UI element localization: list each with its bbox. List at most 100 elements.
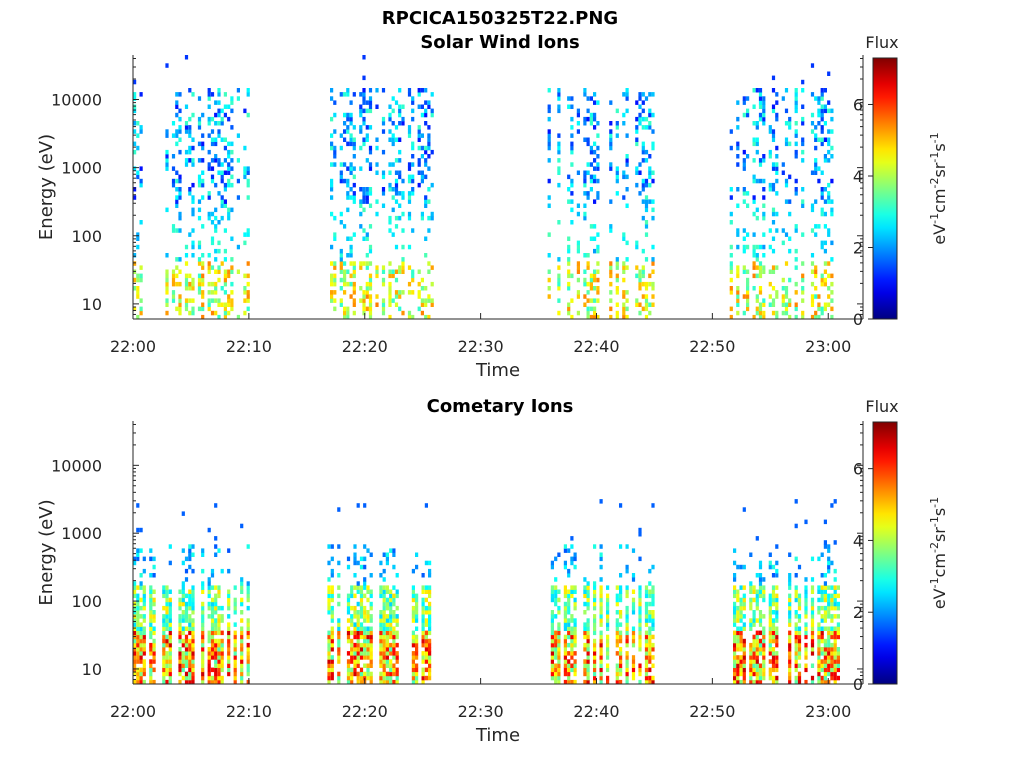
flux-cell bbox=[214, 663, 218, 668]
flux-cell bbox=[615, 663, 619, 668]
flux-cell bbox=[201, 568, 205, 574]
flux-cell bbox=[149, 626, 153, 631]
flux-cell bbox=[201, 273, 205, 279]
flux-cell bbox=[424, 121, 428, 126]
flux-cell bbox=[775, 642, 779, 648]
flux-cell bbox=[638, 647, 642, 652]
flux-cell bbox=[201, 659, 205, 664]
flux-cell bbox=[188, 88, 192, 93]
flux-cell bbox=[133, 166, 137, 171]
flux-cell bbox=[188, 281, 192, 287]
flux-cell bbox=[797, 647, 802, 652]
flux-cell bbox=[641, 116, 645, 122]
flux-cell bbox=[742, 191, 746, 196]
flux-cell bbox=[246, 618, 250, 623]
flux-cell bbox=[752, 655, 756, 660]
flux-cell bbox=[382, 679, 386, 685]
flux-cell bbox=[207, 116, 211, 122]
flux-cell bbox=[563, 659, 567, 664]
flux-cell bbox=[589, 314, 593, 320]
flux-cell bbox=[820, 281, 824, 287]
flux-cell bbox=[784, 261, 789, 266]
flux-cell bbox=[427, 154, 431, 159]
flux-cell bbox=[755, 630, 759, 636]
flux-cell bbox=[168, 655, 172, 660]
flux-cell bbox=[570, 125, 574, 130]
flux-cell bbox=[820, 240, 824, 246]
flux-cell bbox=[755, 273, 759, 279]
flux-cell bbox=[638, 642, 642, 648]
flux-cell bbox=[188, 129, 192, 134]
flux-cell bbox=[220, 638, 224, 644]
flux-cell bbox=[343, 277, 347, 283]
flux-cell bbox=[223, 273, 227, 279]
flux-cell bbox=[346, 207, 350, 213]
flux-cell bbox=[586, 191, 590, 196]
flux-cell bbox=[379, 573, 383, 578]
flux-cell bbox=[346, 253, 350, 258]
flux-cell bbox=[615, 261, 619, 266]
flux-cell bbox=[201, 655, 205, 660]
flux-cell bbox=[794, 92, 798, 97]
flux-cell bbox=[227, 149, 231, 155]
flux-cell bbox=[214, 667, 218, 673]
flux-cell bbox=[411, 675, 415, 681]
flux-cell bbox=[165, 634, 169, 640]
flux-cell bbox=[583, 630, 587, 636]
flux-cell bbox=[794, 622, 798, 627]
flux-cell bbox=[736, 187, 740, 192]
flux-cell bbox=[382, 651, 386, 656]
flux-cell bbox=[162, 651, 166, 656]
flux-cell bbox=[651, 302, 655, 307]
flux-cell bbox=[369, 552, 373, 557]
flux-cell bbox=[814, 125, 818, 130]
flux-cell bbox=[606, 601, 610, 607]
flux-cell bbox=[651, 618, 655, 623]
flux-cell bbox=[171, 277, 176, 283]
flux-cell bbox=[327, 605, 331, 611]
flux-cell bbox=[771, 137, 776, 142]
flux-cell bbox=[330, 178, 334, 184]
flux-cell bbox=[197, 182, 202, 188]
flux-cell bbox=[567, 593, 571, 599]
flux-cell bbox=[246, 605, 250, 611]
flux-cell bbox=[762, 577, 766, 582]
flux-cell bbox=[398, 158, 402, 163]
flux-cell bbox=[149, 647, 153, 652]
flux-cell bbox=[395, 618, 399, 623]
flux-cell bbox=[609, 228, 613, 233]
flux-cell bbox=[415, 593, 419, 599]
flux-cell bbox=[330, 671, 334, 677]
flux-cell bbox=[817, 630, 821, 636]
flux-cell bbox=[736, 679, 740, 685]
flux-cell bbox=[625, 564, 629, 570]
flux-cell bbox=[827, 605, 831, 611]
flux-cell bbox=[389, 601, 393, 607]
flux-cell bbox=[638, 638, 642, 644]
flux-cell bbox=[411, 273, 415, 279]
flux-cell bbox=[369, 573, 373, 578]
flux-cell bbox=[424, 314, 428, 320]
flux-cell bbox=[586, 634, 590, 640]
flux-cell bbox=[768, 634, 772, 640]
flux-cell bbox=[794, 224, 798, 229]
flux-cell bbox=[333, 290, 337, 295]
flux-cell bbox=[356, 659, 360, 664]
flux-cell bbox=[586, 651, 590, 656]
flux-cell bbox=[775, 655, 779, 660]
flux-cell bbox=[810, 585, 815, 590]
flux-cell bbox=[389, 642, 393, 648]
flux-cell bbox=[557, 659, 561, 664]
flux-cell bbox=[827, 614, 831, 619]
flux-cell bbox=[359, 203, 363, 208]
flux-cell bbox=[165, 154, 169, 159]
flux-cell bbox=[207, 104, 211, 109]
flux-cell bbox=[407, 178, 412, 184]
flux-cell bbox=[168, 679, 172, 685]
flux-cell bbox=[214, 290, 218, 295]
flux-cell bbox=[359, 667, 364, 673]
flux-cell bbox=[563, 585, 567, 590]
flux-cell bbox=[833, 499, 837, 504]
flux-cell bbox=[801, 232, 805, 237]
